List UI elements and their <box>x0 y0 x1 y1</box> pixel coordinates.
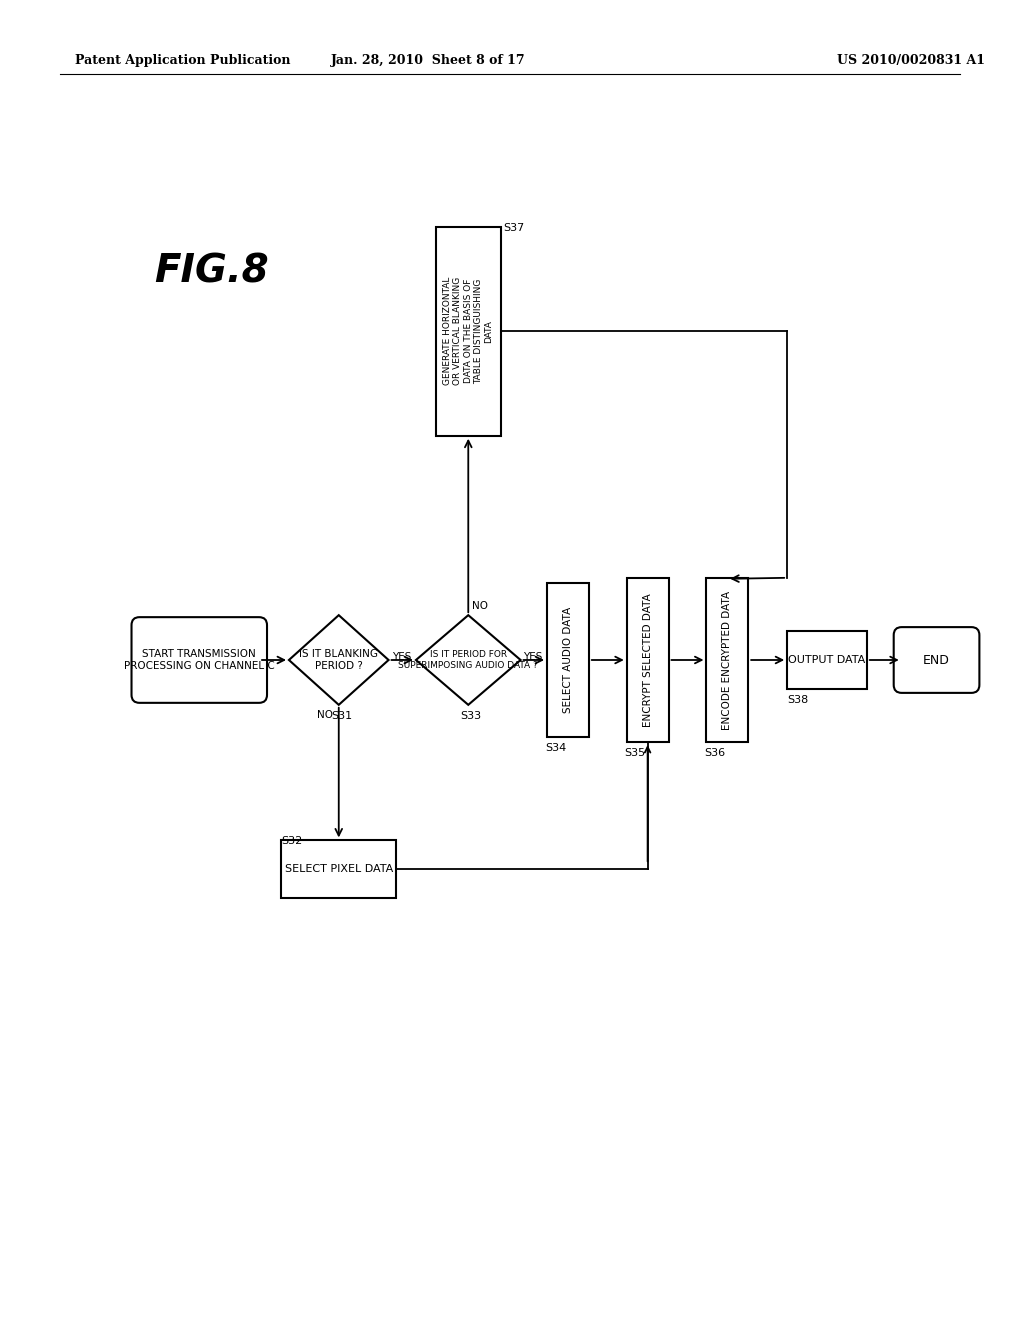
Polygon shape <box>289 615 388 705</box>
Text: ENCODE ENCRYPTED DATA: ENCODE ENCRYPTED DATA <box>722 590 732 730</box>
Text: S32: S32 <box>282 837 303 846</box>
Text: IS IT BLANKING
PERIOD ?: IS IT BLANKING PERIOD ? <box>299 649 378 671</box>
Text: S34: S34 <box>545 743 566 754</box>
Text: S36: S36 <box>705 748 726 758</box>
Text: US 2010/0020831 A1: US 2010/0020831 A1 <box>837 54 985 67</box>
Text: YES: YES <box>522 652 542 663</box>
Text: END: END <box>923 653 950 667</box>
FancyBboxPatch shape <box>894 627 979 693</box>
Bar <box>707 578 749 742</box>
Text: S31: S31 <box>331 710 352 721</box>
Bar <box>547 583 589 737</box>
Text: OUTPUT DATA: OUTPUT DATA <box>788 655 865 665</box>
Text: Patent Application Publication: Patent Application Publication <box>75 54 290 67</box>
Text: YES: YES <box>391 652 411 663</box>
Text: S35: S35 <box>625 748 646 758</box>
Polygon shape <box>416 615 520 705</box>
Text: S33: S33 <box>461 710 481 721</box>
Bar <box>627 578 669 742</box>
FancyBboxPatch shape <box>131 618 267 702</box>
Text: SELECT PIXEL DATA: SELECT PIXEL DATA <box>285 865 393 874</box>
Text: FIG.8: FIG.8 <box>155 252 269 290</box>
Text: GENERATE HORIZONTAL
OR VERTICAL BLANKING
DATA ON THE BASIS OF
TABLE DISTINGUISHI: GENERATE HORIZONTAL OR VERTICAL BLANKING… <box>443 277 494 385</box>
Bar <box>787 631 866 689</box>
Bar <box>282 841 396 898</box>
Bar <box>436 227 501 436</box>
Text: SELECT AUDIO DATA: SELECT AUDIO DATA <box>563 607 572 713</box>
Text: IS IT PERIOD FOR
SUPERIMPOSING AUDIO DATA ?: IS IT PERIOD FOR SUPERIMPOSING AUDIO DAT… <box>398 651 539 669</box>
Text: START TRANSMISSION
PROCESSING ON CHANNEL C: START TRANSMISSION PROCESSING ON CHANNEL… <box>124 649 274 671</box>
Text: NO: NO <box>316 710 333 719</box>
Text: S37: S37 <box>504 223 525 232</box>
Text: S38: S38 <box>787 694 808 705</box>
Text: NO: NO <box>472 601 488 611</box>
Text: ENCRYPT SELECTED DATA: ENCRYPT SELECTED DATA <box>643 593 652 727</box>
Text: Jan. 28, 2010  Sheet 8 of 17: Jan. 28, 2010 Sheet 8 of 17 <box>331 54 525 67</box>
